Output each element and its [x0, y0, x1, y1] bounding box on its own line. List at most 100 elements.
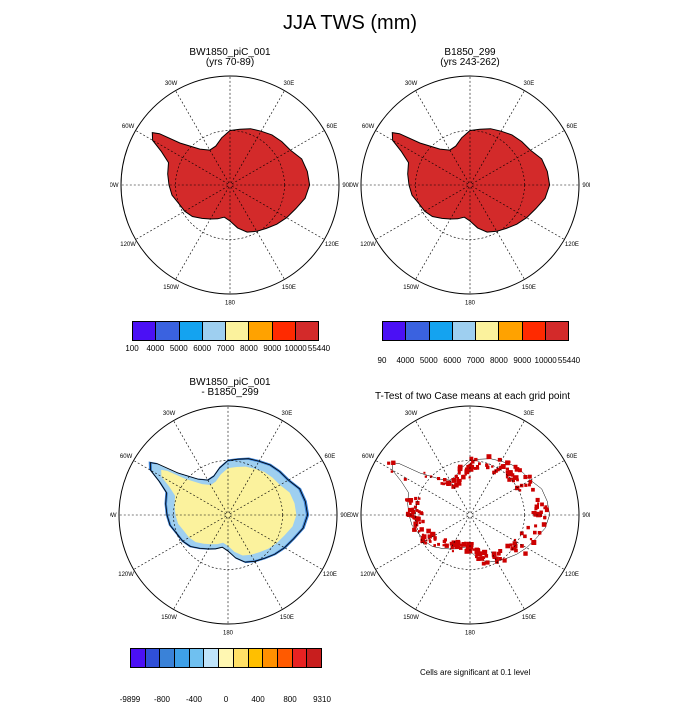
longitude-label: 60W — [362, 124, 375, 130]
colorbar-label: 55440 — [557, 356, 581, 365]
panel2-title: B1850_299 (yrs 243-262) — [365, 48, 575, 68]
longitude-label: 90E — [582, 513, 590, 519]
meridian-line — [471, 185, 565, 240]
significant-cell — [513, 464, 518, 469]
significant-cell — [414, 516, 420, 522]
longitude-label: 30E — [282, 411, 293, 417]
panel2-title-years: (yrs 243-262) — [440, 57, 500, 68]
colorbar-label: 5000 — [169, 344, 188, 353]
significant-cell — [514, 548, 518, 553]
significant-cell — [531, 511, 535, 515]
panel3-title-minus: - B1850_299 — [201, 387, 259, 398]
meridian-line — [415, 516, 470, 610]
meridian-line — [415, 186, 470, 280]
significant-cell — [414, 525, 417, 528]
significant-cell — [433, 538, 437, 541]
map-boundary — [120, 75, 340, 295]
longitude-label: 180 — [225, 301, 236, 305]
significant-cell — [427, 534, 432, 539]
meridian-line — [415, 420, 470, 514]
map-boundary — [360, 75, 580, 295]
significant-cell — [475, 552, 480, 557]
significant-cell — [458, 546, 463, 550]
significant-cell — [531, 540, 537, 545]
meridian-line — [471, 515, 565, 570]
longitude-label: 150W — [403, 615, 419, 621]
significant-cell — [450, 546, 454, 550]
significant-cell — [454, 474, 458, 478]
significant-cell — [428, 539, 431, 542]
panel4-note: Cells are significant at 0.1 level — [420, 668, 531, 677]
significant-cell — [478, 462, 481, 466]
significant-cell — [405, 512, 411, 517]
longitude-label: 30W — [405, 81, 418, 87]
antarctica-fill — [151, 128, 311, 233]
significant-cell — [457, 469, 461, 473]
significant-cell — [442, 482, 445, 486]
significant-cell — [419, 511, 423, 515]
significant-cell — [523, 551, 528, 556]
colorbar-swatch — [545, 322, 568, 340]
significant-cell — [502, 464, 506, 467]
significant-cell — [464, 548, 470, 554]
significant-cell — [513, 546, 517, 550]
meridian-line — [471, 130, 565, 185]
significant-cell — [429, 540, 432, 543]
significant-cell — [544, 505, 548, 509]
longitude-label: 0 — [228, 70, 232, 71]
longitude-label: 90W — [110, 183, 119, 189]
significant-cell — [510, 473, 515, 477]
significant-cell — [408, 498, 414, 503]
colorbar-label: 9000 — [263, 344, 282, 353]
significant-cell — [486, 454, 492, 460]
significant-cell — [473, 467, 477, 470]
meridian-line — [228, 516, 283, 610]
significant-cell — [536, 512, 541, 518]
longitude-label: 150E — [522, 285, 536, 291]
significant-cell — [409, 502, 412, 505]
colorbar-swatch — [499, 322, 523, 340]
significant-cell — [426, 528, 431, 534]
significant-cell — [405, 498, 410, 502]
significant-cell — [513, 543, 518, 548]
colorbar-swatch — [476, 322, 500, 340]
coastline — [149, 458, 309, 563]
longitude-label: 150W — [161, 615, 177, 621]
significant-cell — [433, 536, 437, 540]
significant-cell — [511, 477, 514, 480]
significant-cell — [482, 549, 488, 555]
meridian-line — [228, 420, 283, 514]
meridian-line — [175, 186, 230, 280]
colorbar-swatch — [202, 322, 226, 340]
significant-cell — [533, 530, 537, 535]
longitude-label: 60E — [567, 454, 578, 460]
significant-cell — [498, 549, 503, 553]
significant-cell — [421, 534, 427, 539]
significant-cell — [456, 477, 459, 480]
significant-cell — [471, 460, 475, 464]
colorbar-label: 7000 — [466, 356, 485, 365]
significant-cell — [412, 515, 416, 520]
significant-cell — [475, 465, 479, 469]
longitude-label: 120W — [120, 242, 136, 248]
panel3-title: BW1850_piC_001 - B1850_299 — [125, 378, 335, 398]
significant-cell — [413, 505, 417, 509]
significant-cell — [415, 501, 420, 505]
longitude-label: 30W — [165, 81, 178, 87]
significant-cell — [418, 521, 421, 524]
significant-cell — [440, 482, 444, 485]
significant-cell — [502, 558, 507, 563]
significant-cell — [500, 464, 506, 469]
map-boundary — [360, 405, 580, 625]
significant-cell — [444, 543, 449, 548]
longitude-label: 0 — [468, 70, 472, 71]
longitude-label: 120E — [323, 572, 337, 578]
longitude-label: 180 — [465, 301, 476, 305]
significant-cell — [415, 509, 419, 512]
panel2-colorbar — [382, 321, 569, 341]
significant-cell — [466, 464, 471, 470]
panel1-title-years: (yrs 70-89) — [205, 57, 255, 68]
significant-cell — [414, 496, 418, 501]
longitude-label: 150W — [403, 285, 419, 291]
significant-cell — [484, 554, 489, 558]
